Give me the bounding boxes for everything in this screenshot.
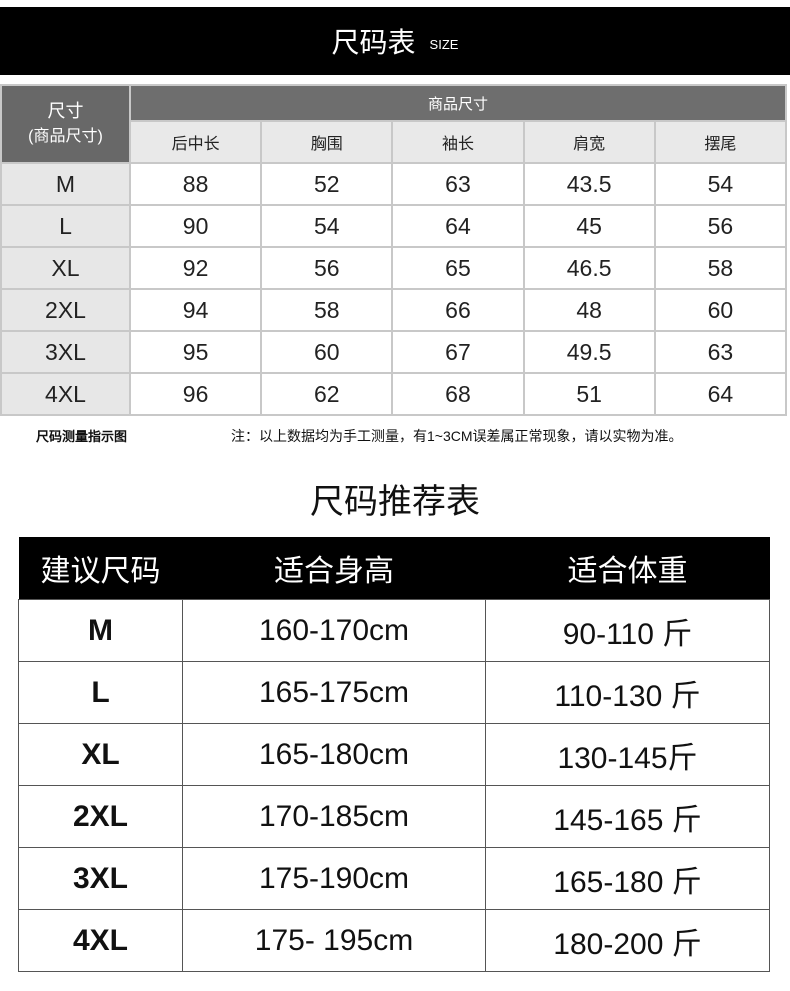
value-cell: 63 bbox=[391, 162, 525, 206]
value-cell: 145-165 斤 bbox=[485, 785, 770, 848]
page-title: 尺码表 bbox=[331, 27, 416, 58]
value-cell: 180-200 斤 bbox=[485, 909, 770, 972]
value-cell: 64 bbox=[391, 204, 525, 248]
size-cell: L bbox=[18, 661, 183, 724]
title-banner: 尺码表 SIZE bbox=[0, 7, 790, 75]
value-cell: 175- 195cm bbox=[182, 909, 486, 972]
group-header: 商品尺寸 bbox=[129, 84, 787, 122]
value-cell: 90 bbox=[128, 204, 263, 248]
column-header: 摆尾 bbox=[653, 120, 788, 164]
value-cell: 54 bbox=[260, 204, 394, 248]
size-cell: 2XL bbox=[18, 785, 183, 848]
value-cell: 92 bbox=[128, 246, 263, 290]
value-cell: 46.5 bbox=[522, 246, 656, 290]
value-cell: 54 bbox=[653, 162, 788, 206]
table-row: 3XL 95 60 67 49.5 63 bbox=[0, 330, 788, 374]
size-cell: M bbox=[18, 599, 183, 662]
size-cell: XL bbox=[18, 723, 183, 786]
value-cell: 65 bbox=[391, 246, 525, 290]
table-row: 4XL 175- 195cm 180-200 斤 bbox=[18, 909, 770, 972]
size-cell: 2XL bbox=[0, 288, 131, 332]
value-cell: 45 bbox=[522, 204, 656, 248]
measurement-note: 注：以上数据均为手工测量，有1~3CM误差属正常现象，请以实物为准。 bbox=[231, 428, 683, 444]
size-cell: 4XL bbox=[0, 372, 131, 416]
value-cell: 48 bbox=[522, 288, 656, 332]
page-subtitle: SIZE bbox=[429, 36, 459, 52]
recommend-title: 尺码推荐表 bbox=[310, 483, 480, 521]
column-header: 后中长 bbox=[128, 120, 263, 164]
table-row: 2XL 170-185cm 145-165 斤 bbox=[18, 785, 770, 848]
size-corner-header: 尺寸 (商品尺寸) bbox=[0, 84, 131, 164]
value-cell: 56 bbox=[653, 204, 788, 248]
table-row: L 90 54 64 45 56 bbox=[0, 204, 788, 248]
size-cell: M bbox=[0, 162, 131, 206]
value-cell: 56 bbox=[260, 246, 394, 290]
size-table: 尺寸 (商品尺寸) 商品尺寸 后中长 胸围 袖长 肩宽 摆尾 M 88 52 63 43.5 54 L… bbox=[0, 84, 788, 416]
value-cell: 94 bbox=[128, 288, 263, 332]
value-cell: 165-175cm bbox=[182, 661, 486, 724]
value-cell: 49.5 bbox=[522, 330, 656, 374]
table-row: XL 165-180cm 130-145斤 bbox=[18, 723, 770, 786]
value-cell: 64 bbox=[653, 372, 788, 416]
size-cell: 3XL bbox=[0, 330, 131, 374]
value-cell: 58 bbox=[260, 288, 394, 332]
value-cell: 165-180 斤 bbox=[485, 847, 770, 910]
table-row: L 165-175cm 110-130 斤 bbox=[18, 661, 770, 724]
recommend-table: 建议尺码 适合身高 适合体重 M 160-170cm 90-110 斤 L 165-175c… bbox=[18, 537, 770, 972]
value-cell: 170-185cm bbox=[182, 785, 486, 848]
value-cell: 90-110 斤 bbox=[485, 599, 770, 662]
column-header: 胸围 bbox=[260, 120, 394, 164]
table-row: 3XL 175-190cm 165-180 斤 bbox=[18, 847, 770, 910]
size-cell: 4XL bbox=[18, 909, 183, 972]
table-row: XL 92 56 65 46.5 58 bbox=[0, 246, 788, 290]
value-cell: 130-145斤 bbox=[485, 723, 770, 786]
value-cell: 52 bbox=[260, 162, 394, 206]
size-cell: XL bbox=[0, 246, 131, 290]
table-row: M 160-170cm 90-110 斤 bbox=[18, 599, 770, 662]
value-cell: 165-180cm bbox=[182, 723, 486, 786]
column-header: 肩宽 bbox=[522, 120, 656, 164]
table-row: 2XL 94 58 66 48 60 bbox=[0, 288, 788, 332]
value-cell: 88 bbox=[128, 162, 263, 206]
value-cell: 96 bbox=[128, 372, 263, 416]
value-cell: 95 bbox=[128, 330, 263, 374]
column-header: 袖长 bbox=[391, 120, 525, 164]
value-cell: 60 bbox=[653, 288, 788, 332]
column-header: 适合体重 bbox=[485, 537, 770, 600]
value-cell: 110-130 斤 bbox=[485, 661, 770, 724]
measurement-guide-label: 尺码测量指示图 bbox=[36, 429, 128, 444]
value-cell: 68 bbox=[391, 372, 525, 416]
value-cell: 67 bbox=[391, 330, 525, 374]
value-cell: 63 bbox=[653, 330, 788, 374]
column-header: 适合身高 bbox=[182, 537, 486, 600]
size-cell: L bbox=[0, 204, 131, 248]
size-cell: 3XL bbox=[18, 847, 183, 910]
value-cell: 51 bbox=[522, 372, 656, 416]
value-cell: 62 bbox=[260, 372, 394, 416]
column-header: 建议尺码 bbox=[18, 537, 183, 600]
table-row: M 88 52 63 43.5 54 bbox=[0, 162, 788, 206]
value-cell: 43.5 bbox=[522, 162, 656, 206]
value-cell: 175-190cm bbox=[182, 847, 486, 910]
table-row: 4XL 96 62 68 51 64 bbox=[0, 372, 788, 416]
value-cell: 60 bbox=[260, 330, 394, 374]
value-cell: 58 bbox=[653, 246, 788, 290]
value-cell: 66 bbox=[391, 288, 525, 332]
value-cell: 160-170cm bbox=[182, 599, 486, 662]
